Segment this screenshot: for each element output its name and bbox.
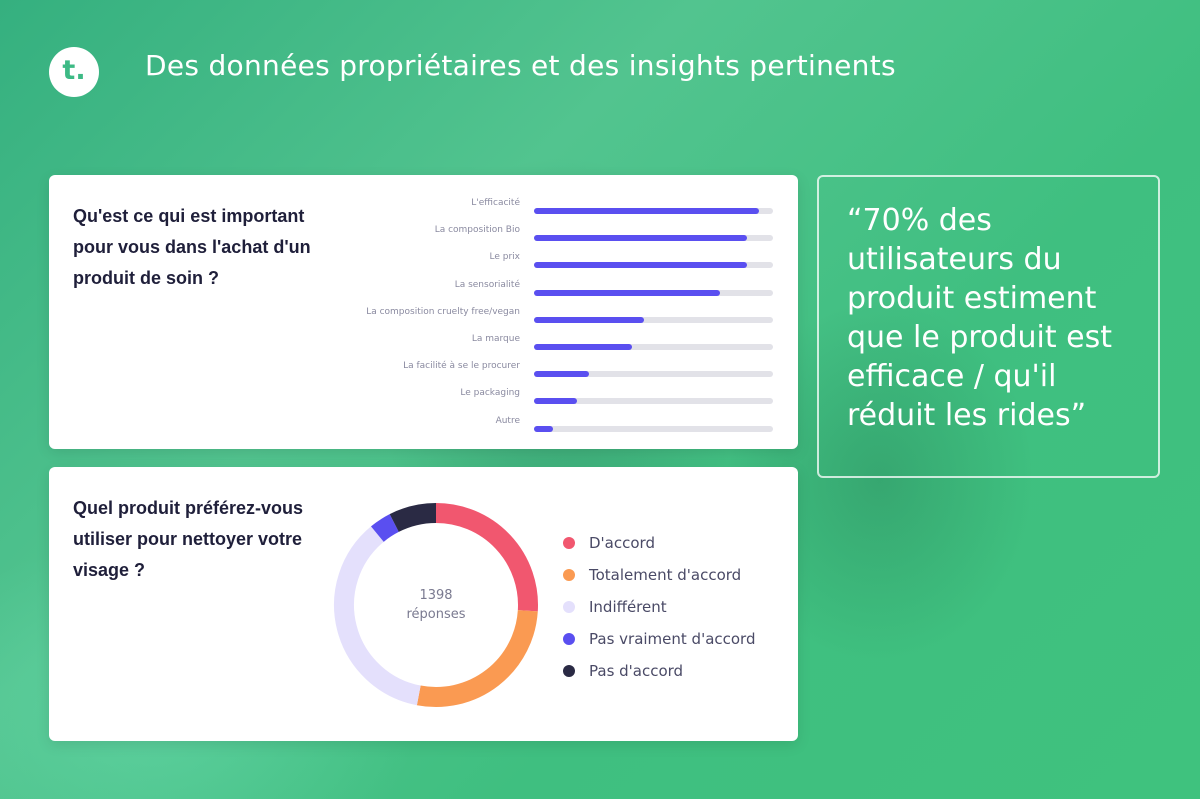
bar-track	[534, 289, 773, 296]
bar-track	[534, 398, 773, 405]
bar-track	[534, 316, 773, 323]
legend-item: Pas d'accord	[563, 655, 755, 687]
legend-item: Pas vraiment d'accord	[563, 623, 755, 655]
bar-track	[534, 371, 773, 378]
page-title: Des données propriétaires et des insight…	[145, 49, 896, 82]
donut-legend: D'accord Totalement d'accord Indifférent Pa…	[563, 527, 755, 687]
bar	[534, 316, 644, 323]
legend-label: Indifférent	[589, 598, 667, 616]
bar-row: La composition Bio	[49, 225, 798, 249]
bar	[534, 262, 747, 269]
bar-label: Le prix	[489, 252, 521, 263]
donut-slice	[334, 526, 421, 706]
response-count: 1398	[419, 588, 453, 603]
bar-label: L'efficacité	[471, 198, 520, 208]
bar-row: La marque	[49, 334, 798, 358]
preference-question: Quel produit préférez-vous utiliser pour…	[73, 498, 304, 580]
logo-letter: t.	[62, 55, 86, 86]
importance-card: Qu'est ce qui est important pour vous da…	[49, 175, 798, 449]
legend-label: Pas d'accord	[589, 662, 684, 680]
donut-slice	[435, 503, 538, 612]
bar-row: Le prix	[49, 252, 798, 276]
bar	[534, 371, 589, 378]
bar-label: La composition Bio	[434, 225, 520, 236]
donut-center: 1398 réponses	[331, 500, 541, 710]
legend-dot-icon	[563, 569, 575, 581]
donut-slice	[416, 609, 538, 707]
bar-label: La facilité à se le procurer	[403, 361, 520, 372]
donut-slice	[370, 514, 399, 542]
brand-logo: t.	[49, 47, 99, 97]
bar-row: La sensorialité	[49, 280, 798, 304]
bar-row: La facilité à se le procurer	[49, 361, 798, 385]
bar-label: Autre	[495, 415, 520, 426]
donut-svg	[334, 503, 538, 707]
bar	[534, 398, 578, 405]
bar-row: La composition cruelty free/vegan	[49, 307, 798, 331]
bar-track	[534, 208, 773, 214]
quote-box: “70% des utilisateurs du produit estimen…	[817, 175, 1160, 478]
legend-dot-icon	[563, 537, 575, 549]
legend-item: Totalement d'accord	[563, 559, 755, 591]
preference-card: Quel produit préférez-vous utiliser pour…	[49, 467, 798, 741]
donut-chart: 1398 réponses	[331, 500, 541, 710]
bar-track	[534, 235, 773, 242]
bar-track	[534, 425, 773, 432]
bar-label: La composition cruelty free/vegan	[366, 306, 520, 317]
bar	[534, 344, 632, 350]
legend-dot-icon	[563, 633, 575, 645]
bar-label: La sensorialité	[454, 279, 520, 290]
bar	[534, 235, 747, 242]
bar-label: Le packaging	[460, 388, 520, 399]
donut-slice	[389, 503, 437, 533]
bar-row: L'efficacité	[49, 198, 798, 222]
bar-row: Autre	[49, 416, 798, 440]
legend-label: Pas vraiment d'accord	[589, 630, 756, 648]
legend-dot-icon	[563, 601, 575, 613]
quote-text: “70% des utilisateurs du produit estimen…	[847, 203, 1112, 433]
legend-label: D'accord	[589, 534, 655, 552]
legend-dot-icon	[563, 665, 575, 677]
bar-track	[534, 262, 773, 269]
bar	[534, 425, 554, 432]
bar	[534, 208, 759, 214]
bar-track	[534, 344, 773, 350]
legend-item: Indifférent	[563, 591, 755, 623]
importance-question: Qu'est ce qui est important pour vous da…	[73, 206, 311, 288]
response-label: réponses	[406, 607, 466, 622]
bar	[534, 289, 721, 296]
legend-item: D'accord	[563, 527, 755, 559]
bar-row: Le packaging	[49, 388, 798, 412]
bar-label: La marque	[471, 334, 520, 344]
legend-label: Totalement d'accord	[589, 566, 742, 584]
